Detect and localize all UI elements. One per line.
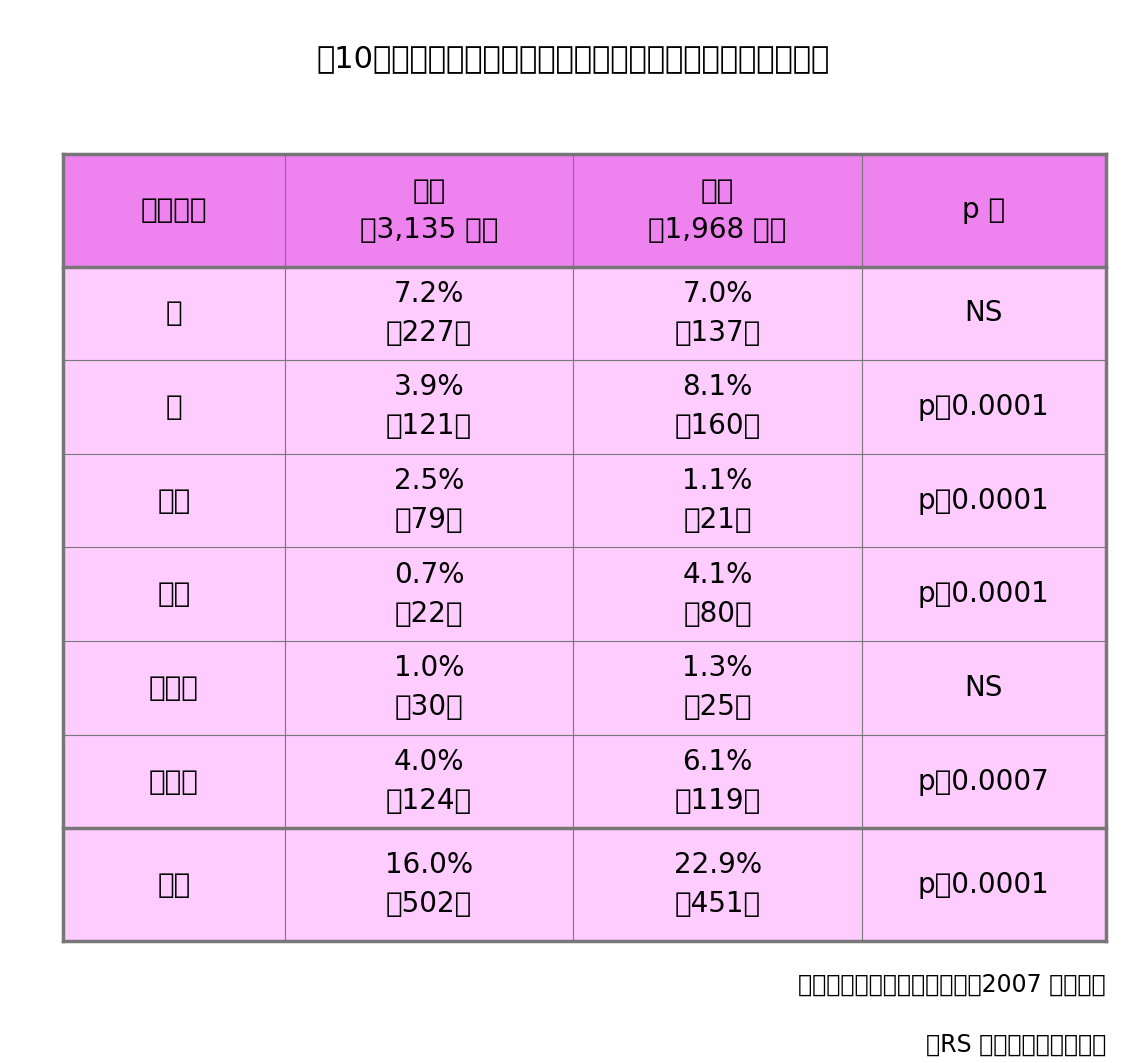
Bar [862,735,1106,828]
Text: 4.1%
（80）: 4.1% （80） [682,561,753,628]
Bar [573,828,862,941]
Bar [573,547,862,641]
Bar [285,454,573,547]
Text: 1.0%
（30）: 1.0% （30） [394,655,464,722]
Text: 7.2%
（227）: 7.2% （227） [386,280,472,347]
Text: 局所: 局所 [157,580,190,608]
Text: 0.7%
（22）: 0.7% （22） [394,561,464,628]
Text: 肺: 肺 [166,393,182,421]
Text: 3.9%
（121）: 3.9% （121） [386,373,472,440]
Bar [862,641,1106,735]
Text: 結腸
（3,135 例）: 結腸 （3,135 例） [360,176,499,243]
Text: NS: NS [965,300,1003,327]
Text: 再発部位: 再発部位 [141,197,207,224]
Bar [573,360,862,454]
Text: p＝0.0007: p＝0.0007 [918,767,1050,795]
Bar [63,735,285,828]
Text: 7.0%
（137）: 7.0% （137） [675,280,761,347]
Bar [285,267,573,360]
Bar [573,641,862,735]
Text: p＜0.0001: p＜0.0001 [918,580,1050,608]
Text: 6.1%
（119）: 6.1% （119） [675,748,761,815]
Bar [63,547,285,641]
Bar [862,454,1106,547]
Text: NS: NS [965,674,1003,702]
Bar [285,360,573,454]
Text: p 値: p 値 [963,197,1005,224]
Bar [573,267,862,360]
Text: 16.0%
（502）: 16.0% （502） [385,851,473,918]
Bar [285,735,573,828]
Bar [63,454,285,547]
Text: p＜0.0001: p＜0.0001 [918,393,1050,421]
Bar [285,641,573,735]
Bar [63,641,285,735]
Text: その他: その他 [149,767,199,795]
Bar [285,547,573,641]
Bar [285,828,573,941]
Text: （大腸癌研究会・全国登録　2007 年症例）: （大腸癌研究会・全国登録 2007 年症例） [799,973,1106,997]
Text: 表10　結腸癌・直腸癌における初発再発部位別再発率の比較: 表10 結腸癌・直腸癌における初発再発部位別再発率の比較 [316,44,830,73]
Bar [63,360,285,454]
Text: ＊RS は直腸癌として集計: ＊RS は直腸癌として集計 [926,1033,1106,1058]
Bar [862,547,1106,641]
Text: 吻合部: 吻合部 [149,674,199,702]
Text: 1.3%
（25）: 1.3% （25） [682,655,753,722]
Bar [862,828,1106,941]
Text: 腹膜: 腹膜 [157,487,190,514]
Bar [862,154,1106,267]
Text: 直腸
（1,968 例）: 直腸 （1,968 例） [649,176,786,243]
Bar [862,360,1106,454]
Text: 2.5%
（79）: 2.5% （79） [394,467,464,534]
Bar [573,154,862,267]
Text: 1.1%
（21）: 1.1% （21） [682,467,753,534]
Bar [862,267,1106,360]
Text: 22.9%
（451）: 22.9% （451） [674,851,762,918]
Text: 8.1%
（160）: 8.1% （160） [675,373,761,440]
Bar [573,735,862,828]
Text: p＜0.0001: p＜0.0001 [918,871,1050,898]
Text: 全体: 全体 [157,871,190,898]
Bar [63,267,285,360]
Bar [573,454,862,547]
Bar [63,828,285,941]
Text: 肝: 肝 [166,300,182,327]
Bar [63,154,285,267]
Bar [285,154,573,267]
Text: p＝0.0001: p＝0.0001 [918,487,1050,514]
Text: 4.0%
（124）: 4.0% （124） [386,748,472,815]
